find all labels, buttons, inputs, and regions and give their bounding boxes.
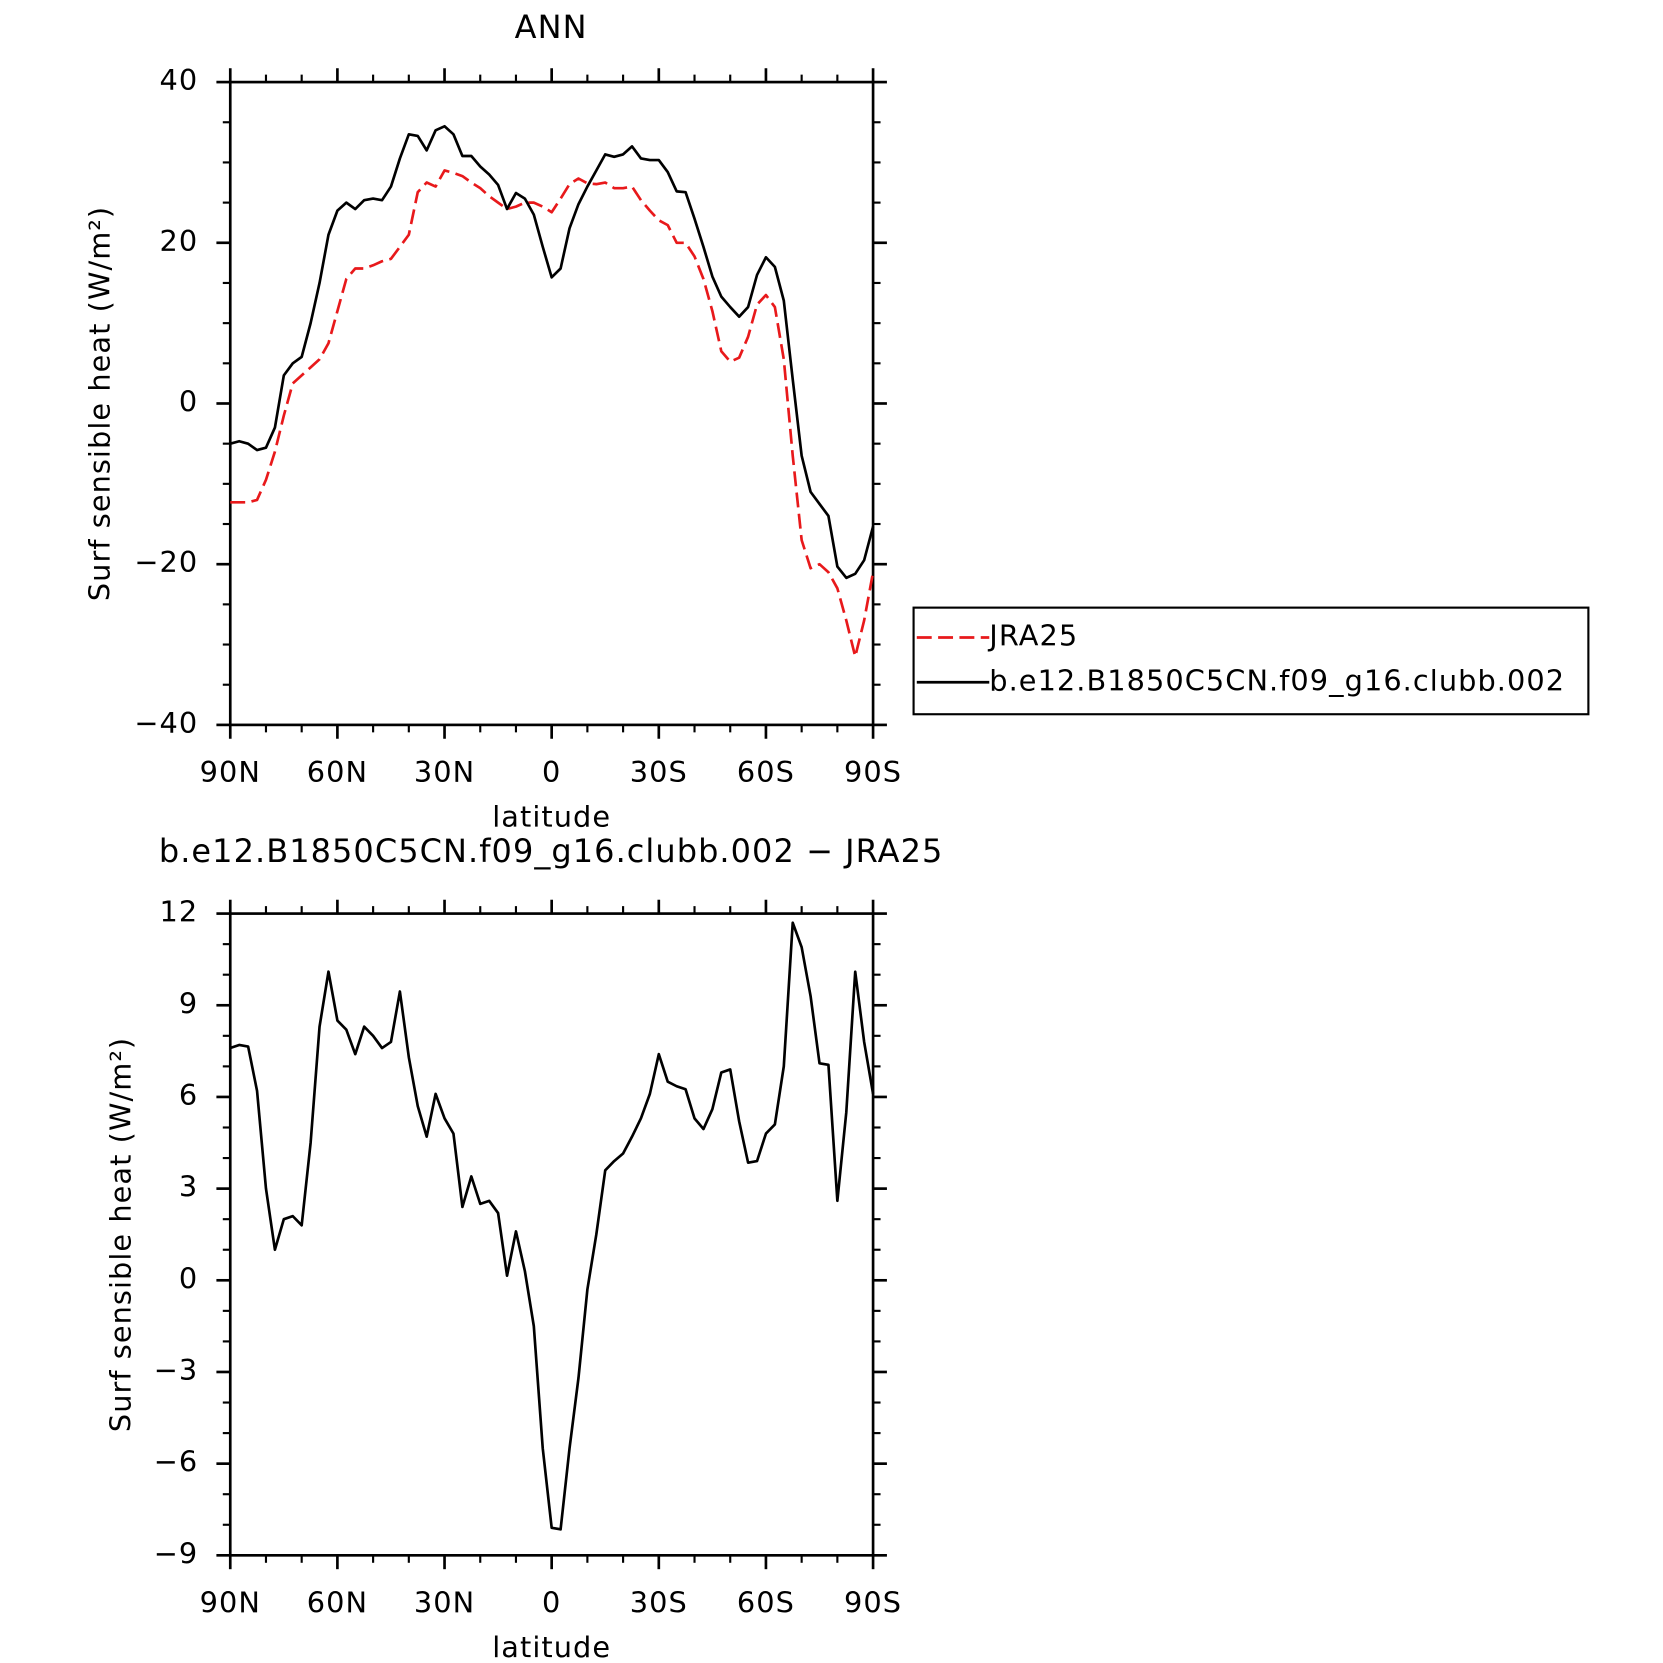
data-line	[229, 124, 875, 580]
plot-frame	[228, 912, 875, 1557]
chart-title: ANN	[515, 8, 588, 46]
y-tick-label: −20	[134, 545, 198, 579]
y-tick-label: 9	[179, 986, 198, 1020]
y-axis-label: Surf sensible heat (W/m²)	[104, 1037, 138, 1432]
x-tick-label: 0	[542, 755, 561, 789]
y-tick-label: −40	[134, 706, 198, 740]
x-tick-label: 30N	[414, 1585, 475, 1619]
legend-label: JRA25	[987, 618, 1078, 652]
x-tick-label: 30S	[630, 755, 688, 789]
x-tick-label: 90N	[200, 755, 261, 789]
x-tick-label: 60N	[307, 1585, 368, 1619]
data-line	[230, 169, 875, 658]
x-tick-label: 60S	[737, 755, 795, 789]
y-tick-label: 40	[160, 63, 199, 97]
chart-title: b.e12.B1850C5CN.f09_g16.clubb.002 − JRA2…	[159, 832, 944, 870]
legend-label: b.e12.B1850C5CN.f09_g16.clubb.002	[989, 663, 1565, 697]
x-tick-label: 60N	[307, 755, 368, 789]
x-axis-label: latitude	[492, 800, 611, 834]
x-tick-label: 0	[542, 1585, 561, 1619]
y-tick-label: 12	[160, 895, 199, 929]
plot-frame	[228, 80, 875, 727]
y-tick-label: −3	[154, 1353, 199, 1387]
x-tick-label: 30S	[630, 1585, 688, 1619]
x-tick-label: 30N	[414, 755, 475, 789]
x-tick-label: 90S	[844, 755, 902, 789]
y-tick-label: 20	[160, 224, 199, 258]
x-tick-label: 90N	[200, 1585, 261, 1619]
x-tick-label: 90S	[844, 1585, 902, 1619]
y-tick-label: 6	[179, 1078, 198, 1112]
y-tick-label: 0	[179, 384, 198, 418]
y-tick-label: 3	[179, 1170, 198, 1204]
x-tick-label: 60S	[737, 1585, 795, 1619]
legend-box	[912, 606, 1590, 716]
data-line	[229, 921, 875, 1531]
y-tick-label: −6	[154, 1445, 199, 1479]
x-axis-label: latitude	[492, 1630, 611, 1663]
y-axis-label: Surf sensible heat (W/m²)	[82, 206, 116, 601]
y-tick-label: 0	[179, 1261, 198, 1295]
y-tick-label: −9	[154, 1536, 199, 1570]
